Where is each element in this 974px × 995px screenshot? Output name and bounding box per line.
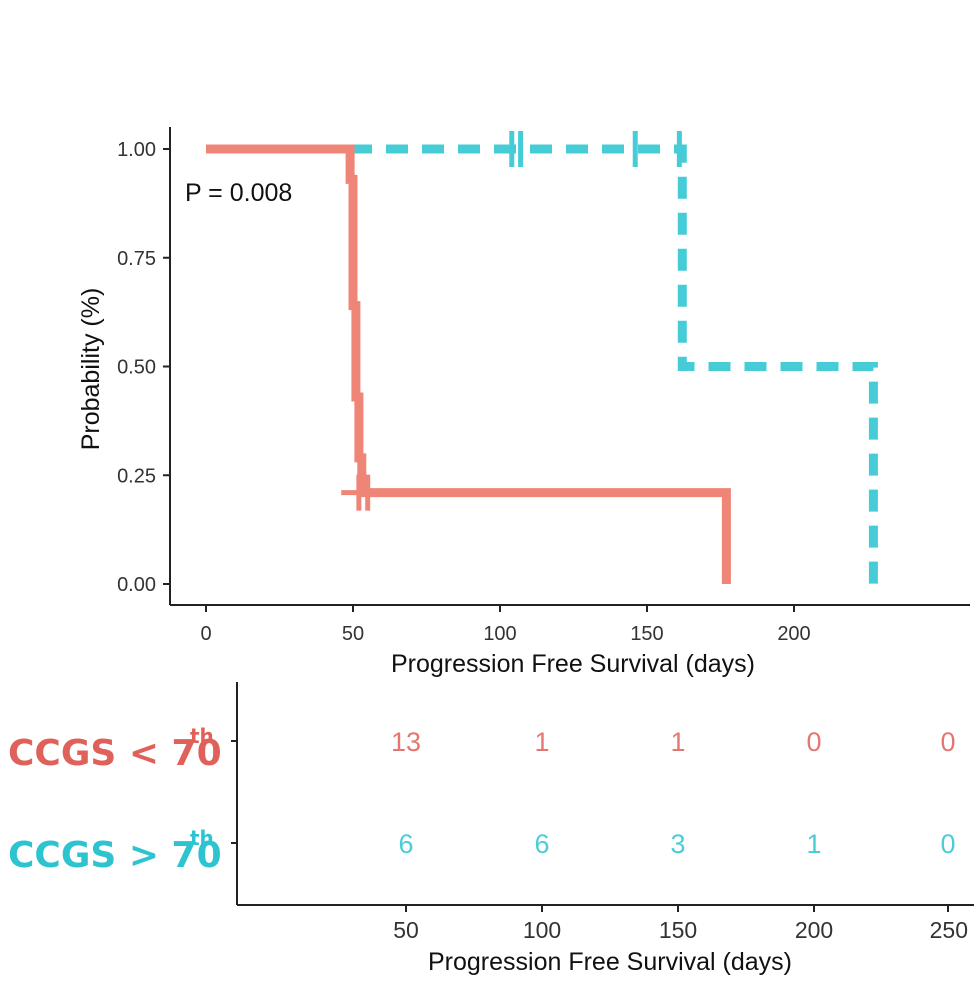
- km-x-axis-title: Progression Free Survival (days): [391, 650, 755, 678]
- risk-table-x-tick-label: 250: [930, 917, 968, 943]
- risk-table-cell: 1: [670, 727, 685, 757]
- km-y-tick-label: 1.00: [117, 139, 156, 161]
- km-x-tick-label: 100: [483, 623, 516, 645]
- risk-table-cell: 6: [534, 829, 549, 859]
- risk-table-cell: 1: [806, 829, 821, 859]
- km-y-ticks: 0.00 0.25 0.50 0.75 1.00: [117, 139, 170, 596]
- risk-table-x-tick-label: 200: [795, 917, 833, 943]
- km-x-tick-label: 0: [200, 623, 211, 645]
- km-series-line-high: [206, 144, 878, 584]
- group-label-high: CCGS > 70: [8, 835, 222, 876]
- p-value-annotation: P = 0.008: [185, 179, 292, 207]
- risk-table-x-tick-label: 100: [523, 917, 561, 943]
- km-x-tick-label: 150: [630, 623, 663, 645]
- risk-table-cell: 1: [534, 727, 549, 757]
- group-label-superscript: th: [190, 826, 214, 850]
- risk-table-x-axis-title: Progression Free Survival (days): [428, 948, 792, 976]
- km-curves: [206, 144, 878, 584]
- risk-table-cell: 6: [398, 829, 413, 859]
- km-y-tick-label: 0.00: [117, 574, 156, 596]
- risk-table-cells: 13 1 1 0 0 6 6 3 1 0: [391, 727, 956, 859]
- km-x-tick-label: 50: [342, 623, 364, 645]
- km-plot: 0.00 0.25 0.50 0.75 1.00 0 50 100 150 200 P = 0.…: [77, 127, 970, 678]
- km-y-tick-label: 0.75: [117, 248, 156, 270]
- km-x-tick-label: 200: [777, 623, 810, 645]
- km-y-tick-label: 0.50: [117, 357, 156, 379]
- risk-table-x-ticks: 50 100 150 200 250: [393, 905, 968, 943]
- km-series-line-low: [206, 144, 731, 584]
- risk-table-x-tick-label: 50: [393, 917, 419, 943]
- risk-table-x-tick-label: 150: [659, 917, 697, 943]
- risk-table-cell: 13: [391, 727, 421, 757]
- group-label-superscript: th: [190, 724, 214, 748]
- group-label-low: CCGS < 70: [8, 733, 222, 774]
- km-y-tick-label: 0.25: [117, 465, 156, 487]
- risk-table-cell: 0: [940, 727, 955, 757]
- km-y-axis-title: Probability (%): [77, 288, 105, 451]
- km-x-ticks: 0 50 100 150 200: [200, 605, 811, 645]
- risk-table-cell: 0: [806, 727, 821, 757]
- risk-table-cell: 3: [670, 829, 685, 859]
- risk-table-cell: 0: [940, 829, 955, 859]
- km-censor-marks: [341, 131, 682, 511]
